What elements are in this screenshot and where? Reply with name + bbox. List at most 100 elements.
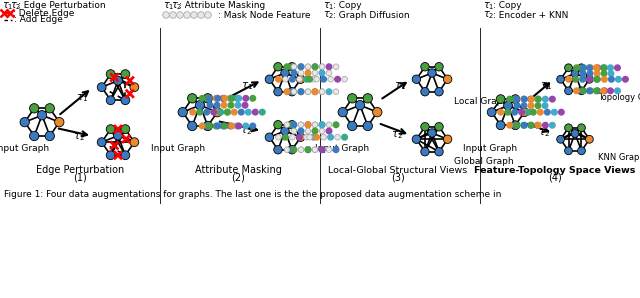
Circle shape <box>298 89 304 94</box>
Circle shape <box>536 122 541 128</box>
Circle shape <box>601 88 606 94</box>
Circle shape <box>319 147 325 153</box>
Circle shape <box>312 128 318 134</box>
Circle shape <box>412 135 420 143</box>
Text: Input Graph: Input Graph <box>151 144 205 153</box>
Circle shape <box>595 65 600 71</box>
Circle shape <box>288 63 296 71</box>
Text: Topology Graph: Topology Graph <box>598 94 640 103</box>
Circle shape <box>601 71 607 76</box>
Circle shape <box>594 77 600 82</box>
Text: $\tau_2$: $\tau_2$ <box>10 0 21 12</box>
Circle shape <box>319 147 324 153</box>
Circle shape <box>298 122 304 128</box>
Circle shape <box>305 64 311 69</box>
Circle shape <box>281 69 289 77</box>
Circle shape <box>163 12 170 18</box>
Circle shape <box>305 89 311 94</box>
Circle shape <box>326 64 332 69</box>
Text: : Add Edge: : Add Edge <box>14 15 63 24</box>
Circle shape <box>348 94 357 103</box>
Circle shape <box>522 96 527 102</box>
Text: Input Graph: Input Graph <box>0 144 49 153</box>
Circle shape <box>588 71 593 76</box>
Circle shape <box>573 65 579 71</box>
Circle shape <box>314 76 319 82</box>
Text: : Mask Node Feature: : Mask Node Feature <box>218 10 310 19</box>
Circle shape <box>420 148 429 156</box>
Circle shape <box>236 123 241 129</box>
Text: Input Graph: Input Graph <box>463 144 517 153</box>
Circle shape <box>321 76 326 82</box>
Circle shape <box>284 147 290 153</box>
Circle shape <box>528 122 534 128</box>
Circle shape <box>420 122 429 131</box>
Circle shape <box>243 123 248 129</box>
Circle shape <box>505 109 511 115</box>
Text: $\tau_1$: $\tau_1$ <box>483 0 495 12</box>
Circle shape <box>595 77 600 82</box>
Circle shape <box>291 70 297 76</box>
Circle shape <box>333 122 339 128</box>
Circle shape <box>335 134 340 140</box>
Circle shape <box>298 64 304 69</box>
Circle shape <box>577 124 586 132</box>
Circle shape <box>312 64 318 69</box>
Circle shape <box>197 109 202 115</box>
Circle shape <box>265 133 274 142</box>
Circle shape <box>521 122 527 128</box>
Text: : Delete Edge: : Delete Edge <box>13 9 74 18</box>
Circle shape <box>564 64 572 72</box>
Circle shape <box>298 122 304 128</box>
Circle shape <box>232 109 237 115</box>
Text: $\tau_2$: $\tau_2$ <box>240 125 252 137</box>
Circle shape <box>545 109 550 115</box>
Circle shape <box>276 76 281 82</box>
Circle shape <box>20 117 29 127</box>
Circle shape <box>207 123 212 129</box>
Circle shape <box>222 123 228 129</box>
Circle shape <box>203 121 212 131</box>
Circle shape <box>412 75 420 83</box>
Circle shape <box>243 96 248 101</box>
Circle shape <box>498 109 504 115</box>
Circle shape <box>342 76 348 82</box>
Circle shape <box>420 88 429 96</box>
Circle shape <box>198 12 204 18</box>
Circle shape <box>296 75 305 83</box>
Circle shape <box>291 89 297 94</box>
Circle shape <box>511 95 520 103</box>
Circle shape <box>602 88 607 94</box>
Circle shape <box>274 120 282 129</box>
Circle shape <box>211 109 216 115</box>
Circle shape <box>298 147 304 153</box>
Circle shape <box>305 89 311 94</box>
Circle shape <box>121 125 130 134</box>
Circle shape <box>178 108 188 117</box>
Text: $\tau_2$: $\tau_2$ <box>538 127 550 139</box>
Circle shape <box>274 145 282 154</box>
Circle shape <box>529 96 534 102</box>
Circle shape <box>588 88 593 94</box>
Circle shape <box>246 109 251 115</box>
Text: KNN Graph: KNN Graph <box>598 153 640 162</box>
Circle shape <box>291 147 297 153</box>
Text: : Edge Perturbation: : Edge Perturbation <box>18 1 106 10</box>
Circle shape <box>298 70 304 76</box>
Circle shape <box>319 89 325 94</box>
Circle shape <box>310 134 316 140</box>
Circle shape <box>577 87 586 95</box>
Circle shape <box>504 101 513 110</box>
Circle shape <box>363 121 372 131</box>
Circle shape <box>512 109 518 115</box>
Circle shape <box>333 64 339 69</box>
Circle shape <box>215 96 221 101</box>
Text: Local Graph: Local Graph <box>454 97 508 106</box>
Circle shape <box>284 64 290 69</box>
Circle shape <box>511 121 520 130</box>
Circle shape <box>550 122 555 128</box>
Text: Feature-Topology Space Views: Feature-Topology Space Views <box>474 166 636 175</box>
Circle shape <box>236 103 241 108</box>
Circle shape <box>535 122 540 128</box>
Circle shape <box>573 77 579 82</box>
